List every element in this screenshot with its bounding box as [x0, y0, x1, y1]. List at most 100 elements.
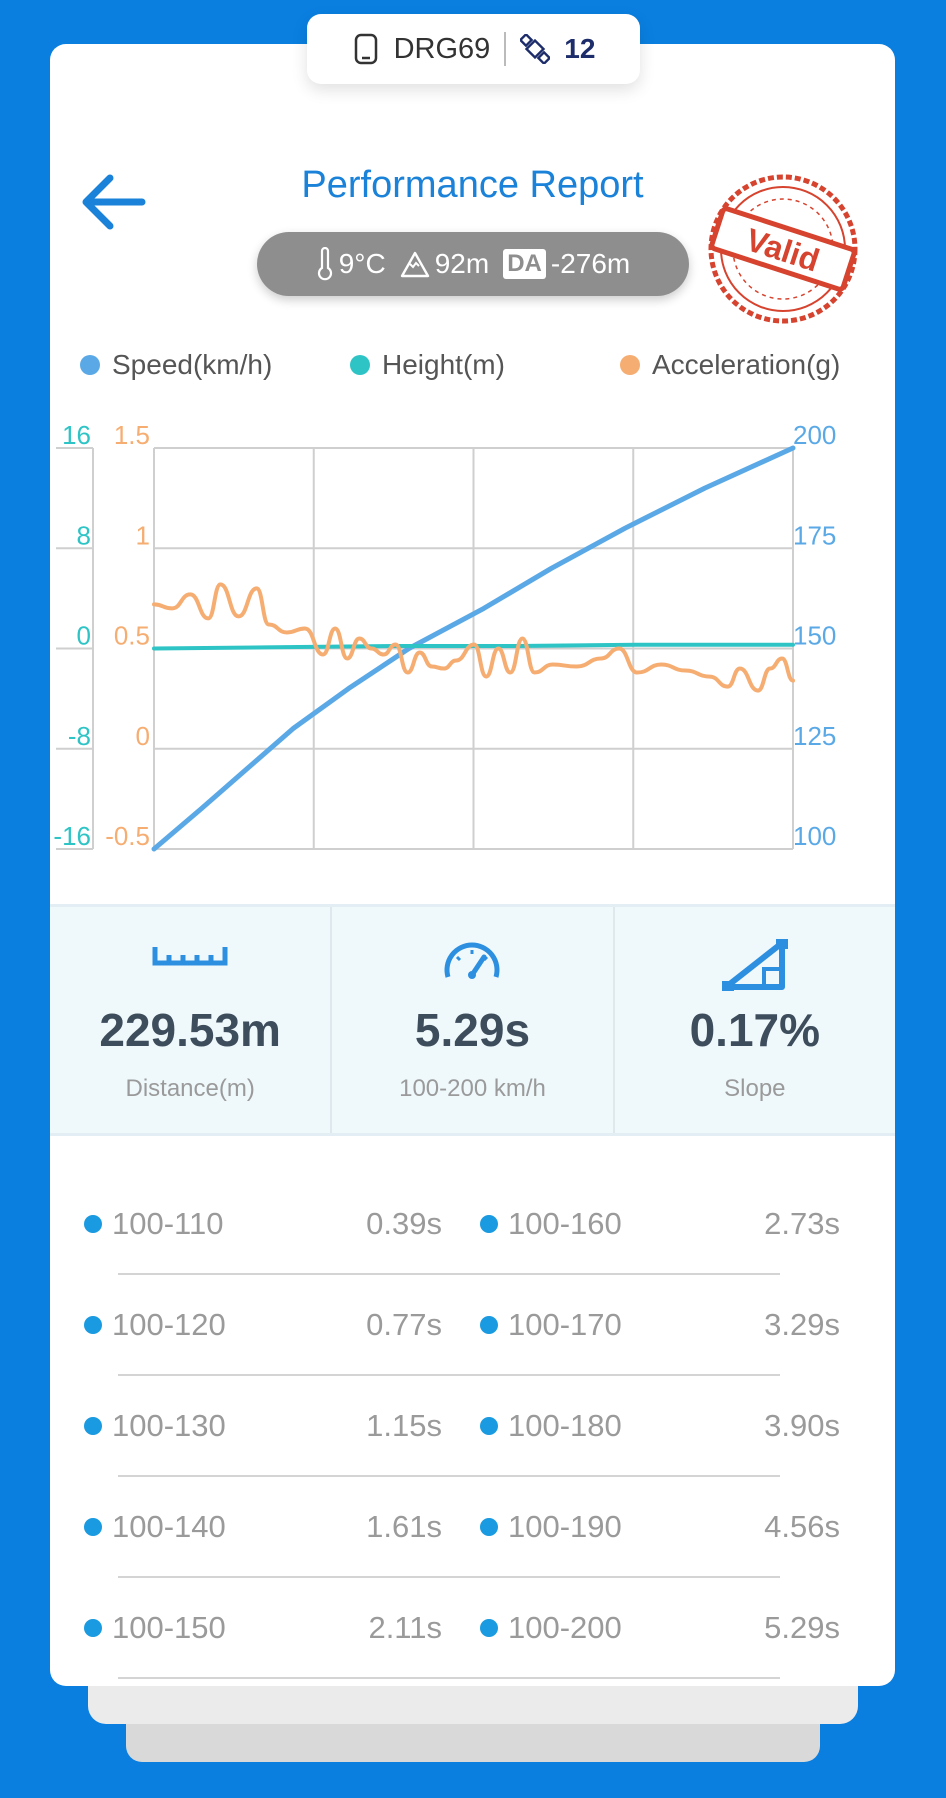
acceleration-axis-tick-label: 1	[136, 520, 150, 550]
split-row: 100-140 1.61s 100-190 4.56s	[50, 1477, 895, 1578]
thermometer-icon	[317, 247, 332, 281]
legend-acceleration: Acceleration(g)	[620, 349, 840, 381]
split-time: 3.29s	[764, 1307, 840, 1342]
speed-axis-tick-label: 100	[793, 821, 836, 851]
acceleration-axis-tick-label: 0	[136, 721, 150, 751]
acceleration-axis-tick-label: 0.5	[114, 621, 150, 651]
device-name: DRG69	[393, 32, 491, 65]
split-time: 0.39s	[366, 1206, 442, 1241]
split-range: 100-170	[508, 1307, 622, 1342]
speed-series-line	[151, 445, 796, 852]
device-pill[interactable]: DRG69 12	[307, 14, 640, 84]
satellite-count: 12	[564, 33, 596, 64]
split-time: 2.73s	[764, 1206, 840, 1241]
report-card: Performance Report 9°C 92m DA -276m	[50, 44, 895, 1686]
split-time: 4.56s	[764, 1509, 840, 1544]
split-bullet-dot	[480, 1316, 498, 1334]
split-left-cell: 100-110	[84, 1206, 223, 1242]
stats-panel: 229.53m Distance(m) 5.29s 100-200 km/h 0…	[50, 904, 895, 1136]
speed-axis-tick-label: 200	[793, 420, 836, 450]
ruler-icon	[152, 947, 228, 966]
split-bullet-dot	[84, 1215, 102, 1233]
time-value: 5.29s	[414, 1004, 531, 1056]
satellite-icon	[520, 34, 551, 64]
height-axis-tick-label: -16	[53, 821, 91, 851]
slope-icon	[721, 939, 788, 991]
split-bullet-dot	[84, 1316, 102, 1334]
legend-height-label: Height(m)	[382, 349, 505, 380]
height-axis-tick-label: 0	[77, 621, 91, 651]
density-altitude-value: -276m	[550, 248, 631, 279]
split-bullet-dot	[84, 1417, 102, 1435]
density-altitude-item: DA -276m	[503, 248, 630, 280]
split-time: 1.15s	[366, 1408, 442, 1443]
split-right-cell: 100-160	[480, 1206, 622, 1242]
split-times-list: 100-110 0.39s 100-160 2.73s 100-120 0.77…	[50, 1174, 895, 1679]
split-range: 100-160	[508, 1206, 622, 1241]
stat-time: 5.29s 100-200 km/h	[330, 907, 612, 1133]
speed-axis-tick-label: 150	[793, 621, 836, 651]
split-time: 5.29s	[764, 1610, 840, 1645]
acceleration-axis-tick-label: 1.5	[114, 420, 150, 450]
row-divider	[118, 1576, 780, 1578]
split-time: 2.11s	[368, 1610, 442, 1645]
split-left-cell: 100-140	[84, 1509, 226, 1545]
altitude-item: 92m	[400, 248, 489, 280]
split-bullet-dot	[480, 1518, 498, 1536]
conditions-pill: 9°C 92m DA -276m	[257, 232, 689, 296]
distance-value: 229.53m	[99, 1004, 281, 1056]
stat-distance: 229.53m Distance(m)	[50, 907, 330, 1133]
split-range: 100-110	[112, 1206, 224, 1241]
altitude-value: 92m	[434, 248, 490, 279]
split-row: 100-110 0.39s 100-160 2.73s	[50, 1174, 895, 1275]
legend-speed-label: Speed(km/h)	[112, 349, 273, 380]
split-right-cell: 100-170	[480, 1307, 622, 1343]
split-range: 100-150	[112, 1610, 226, 1645]
height-series-line	[152, 642, 795, 651]
split-bullet-dot	[84, 1518, 102, 1536]
pill-divider	[504, 32, 507, 66]
arrow-left-icon[interactable]	[76, 166, 148, 238]
split-range: 100-130	[112, 1408, 226, 1443]
slope-value: 0.17%	[689, 1004, 821, 1056]
split-bullet-dot	[84, 1619, 102, 1637]
split-row: 100-130 1.15s 100-180 3.90s	[50, 1376, 895, 1477]
legend-acceleration-label: Acceleration(g)	[652, 349, 841, 380]
row-divider	[118, 1475, 780, 1477]
legend-height: Height(m)	[350, 349, 505, 381]
split-range: 100-180	[508, 1408, 622, 1443]
speedometer-icon	[445, 942, 500, 979]
speed-axis-tick-label: 175	[793, 520, 836, 550]
performance-chart: 16 8 0 -8 -16 1.5 1 0.5 0 -0.5 200 175 150 125 100	[53, 420, 836, 852]
split-right-cell: 100-180	[480, 1408, 622, 1444]
split-right-cell: 100-200	[480, 1610, 622, 1646]
split-range: 100-190	[508, 1509, 622, 1544]
time-label: 100-200 km/h	[399, 1075, 546, 1102]
temperature-item: 9°C	[316, 247, 386, 281]
row-divider	[118, 1374, 780, 1376]
split-bullet-dot	[480, 1417, 498, 1435]
split-range: 100-200	[508, 1610, 622, 1645]
temperature-value: 9°C	[338, 248, 386, 279]
acceleration-axis-tick-label: -0.5	[105, 821, 150, 851]
phone-icon	[354, 33, 377, 65]
split-bullet-dot	[480, 1215, 498, 1233]
height-axis-tick-label: -8	[68, 721, 91, 751]
height-axis-tick-label: 16	[62, 420, 91, 450]
speed-axis-tick-label: 125	[793, 721, 836, 751]
split-time: 3.90s	[764, 1408, 840, 1443]
page-title: Performance Report	[301, 164, 644, 206]
split-time: 0.77s	[366, 1307, 442, 1342]
legend-speed: Speed(km/h)	[80, 349, 272, 381]
stat-slope: 0.17% Slope	[612, 907, 895, 1133]
legend-height-dot	[350, 355, 370, 375]
valid-stamp: Valid	[708, 174, 858, 324]
split-time: 1.61s	[366, 1509, 442, 1544]
mountain-icon	[400, 251, 429, 278]
split-row: 100-150 2.11s 100-200 5.29s	[50, 1578, 895, 1679]
split-left-cell: 100-120	[84, 1307, 226, 1343]
slope-label: Slope	[724, 1075, 786, 1102]
row-divider	[118, 1677, 780, 1679]
height-axis-tick-label: 8	[77, 520, 91, 550]
split-right-cell: 100-190	[480, 1509, 622, 1545]
